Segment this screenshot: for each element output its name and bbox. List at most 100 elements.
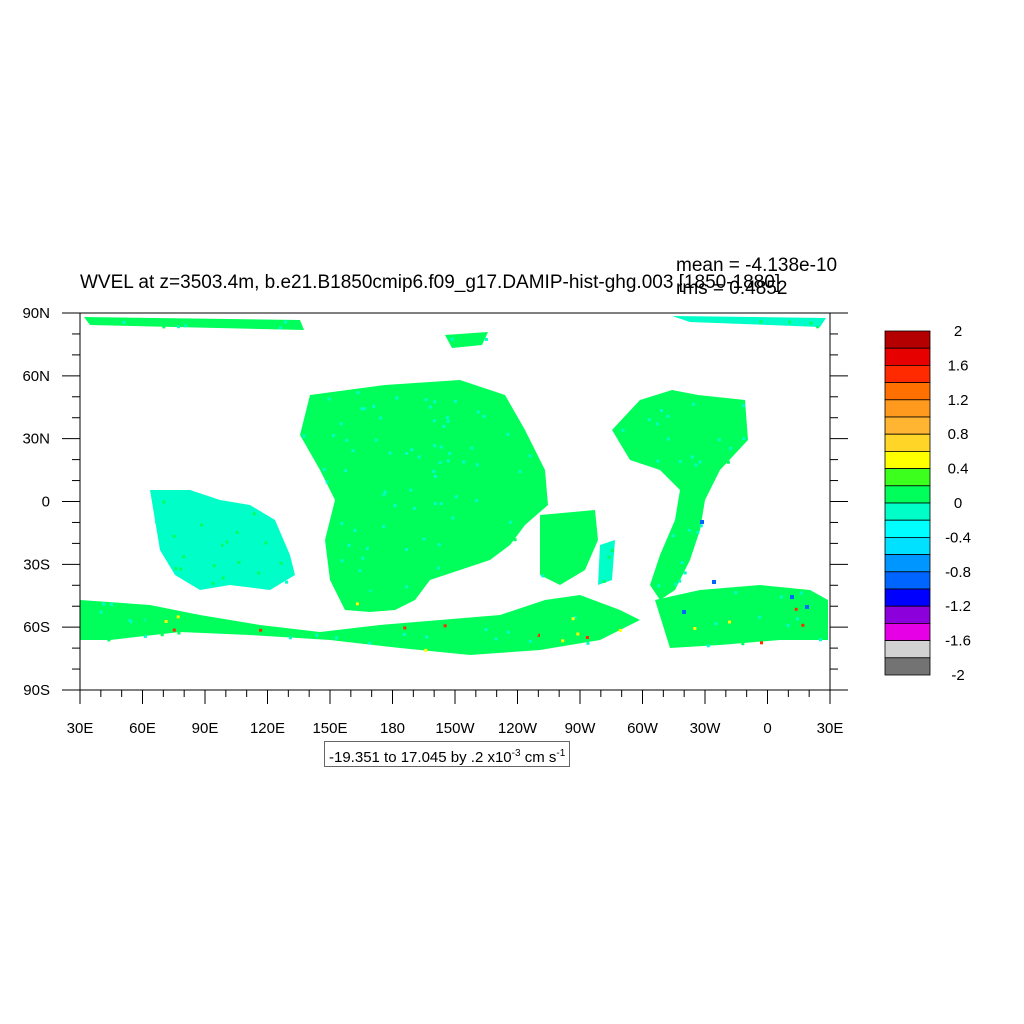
field-speckle [211,581,215,585]
field-speckle [422,508,426,512]
field-speckle [527,488,531,492]
field-speckle [344,469,348,473]
colorbar-swatch [884,537,931,556]
field-speckle [788,320,791,324]
field-speckle [453,558,457,562]
lon-tick-label: 120E [250,720,285,737]
field-speckle [435,473,439,477]
field-speckle [602,580,606,583]
field-speckle [540,466,544,470]
field-speckle [252,512,256,516]
range-units-exponent: -1 [556,748,566,759]
field-speckle [681,444,685,447]
field-speckle [259,628,263,632]
field-speckle [433,444,437,448]
field-speckle [184,324,187,328]
colorbar-label: -2 [951,667,964,684]
lon-tick-label: 90W [565,720,597,737]
field-speckle [612,616,616,620]
field-speckle [208,321,212,324]
field-speckle [691,402,695,406]
field-speckle [683,571,687,575]
field-speckle [666,414,670,418]
field-speckle [518,470,522,473]
field-speckle [736,424,740,428]
colorbar-swatch [884,640,931,659]
lon-tick-label: 150W [435,720,475,737]
field-speckle [799,322,803,326]
range-exponent: -3 [511,748,521,759]
field-speckle [691,455,694,459]
field-speckle [432,640,436,644]
field-speckle [678,579,682,583]
colorbar-label: 0.8 [948,426,969,443]
field-speckle [506,630,510,634]
field-speckle [107,638,111,642]
field-speckle [508,637,512,641]
field-speckle [650,439,654,443]
field-speckle [200,523,203,527]
field-speckle [432,419,436,423]
field-speckle [267,576,271,580]
field-speckle [467,383,471,387]
field-speckle [454,514,458,518]
field-speckle [671,534,675,538]
field-speckle [531,456,535,460]
colorbar-label: -1.2 [945,598,971,615]
field-speckle [786,624,790,627]
field-speckle [369,638,373,642]
field-speckle [585,636,589,639]
field-speckle [759,320,763,324]
field-speckle [465,627,468,631]
field-speckle [302,434,306,438]
field-speckle [801,623,805,627]
field-speckle [440,564,444,568]
field-speckle [198,582,202,586]
field-speckle [367,587,371,591]
field-speckle [409,488,413,492]
field-speckle [176,615,180,619]
field-speckle [279,561,283,565]
colorbar-swatch [884,382,931,401]
field-speckle [174,567,178,570]
field-speckle [345,439,349,442]
lon-tick-label: 90E [192,720,219,737]
field-speckle [790,595,794,599]
field-speckle [402,633,406,636]
field-speckle [519,479,523,483]
field-speckle [171,518,175,522]
colorbar-swatch [884,347,931,366]
colorbar-label: -0.8 [945,564,971,581]
field-speckle [206,320,210,324]
field-speckle [672,412,676,416]
ocean-region [672,316,826,327]
field-speckle [528,454,532,458]
field-speckle [315,633,319,637]
field-speckle [729,413,733,417]
field-speckle [475,494,479,498]
field-speckle [452,411,456,415]
field-speckle [445,416,449,420]
field-speckle [221,576,225,580]
colorbar-swatch [884,657,931,676]
field-speckle [684,510,688,514]
field-speckle [110,603,113,607]
lat-tick-label: 30S [23,556,50,573]
ocean-region [655,585,828,648]
lat-tick-label: 60S [23,619,50,636]
lon-tick-label: 30E [817,720,844,737]
field-speckle [453,548,456,552]
field-speckle [340,521,344,525]
field-speckle [447,510,451,514]
field-speckle [364,633,368,637]
ocean-region [598,540,615,585]
field-speckle [413,492,416,496]
field-speckle [432,469,436,473]
field-speckle [198,547,202,551]
field-speckle [680,561,684,565]
field-speckle [340,398,344,402]
field-speckle [674,555,677,559]
field-speckle [699,524,703,528]
field-speckle [223,542,227,546]
field-speckle [443,624,447,628]
